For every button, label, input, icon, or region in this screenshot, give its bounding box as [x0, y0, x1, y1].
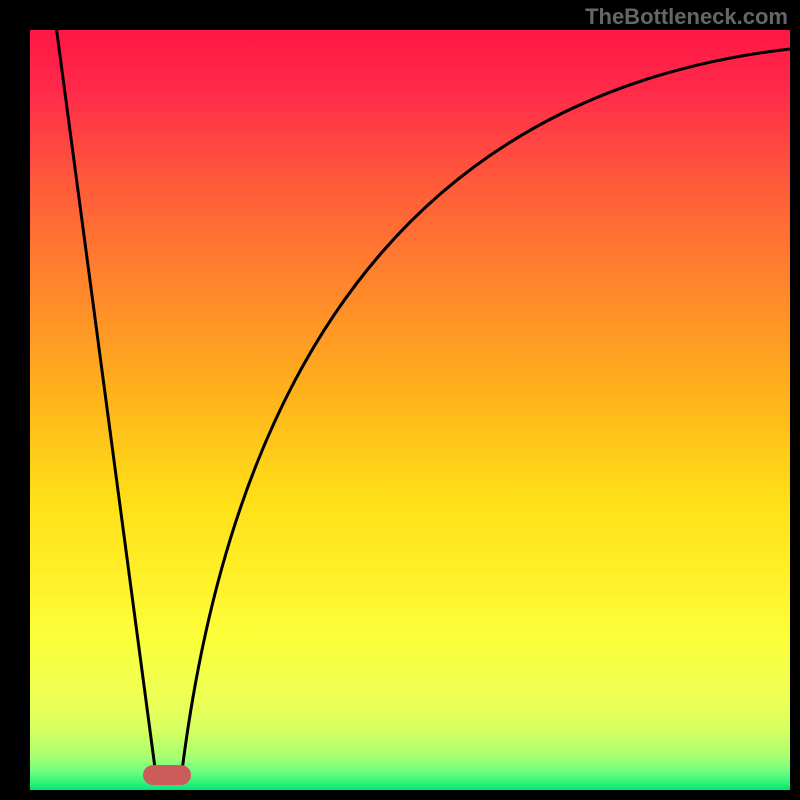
- watermark-text: TheBottleneck.com: [585, 4, 788, 30]
- plot-area: [30, 30, 790, 790]
- right-curve: [182, 49, 790, 771]
- bottleneck-marker: [143, 765, 191, 785]
- left-line: [57, 30, 156, 771]
- curve-layer: [30, 30, 790, 790]
- chart-container: TheBottleneck.com: [0, 0, 800, 800]
